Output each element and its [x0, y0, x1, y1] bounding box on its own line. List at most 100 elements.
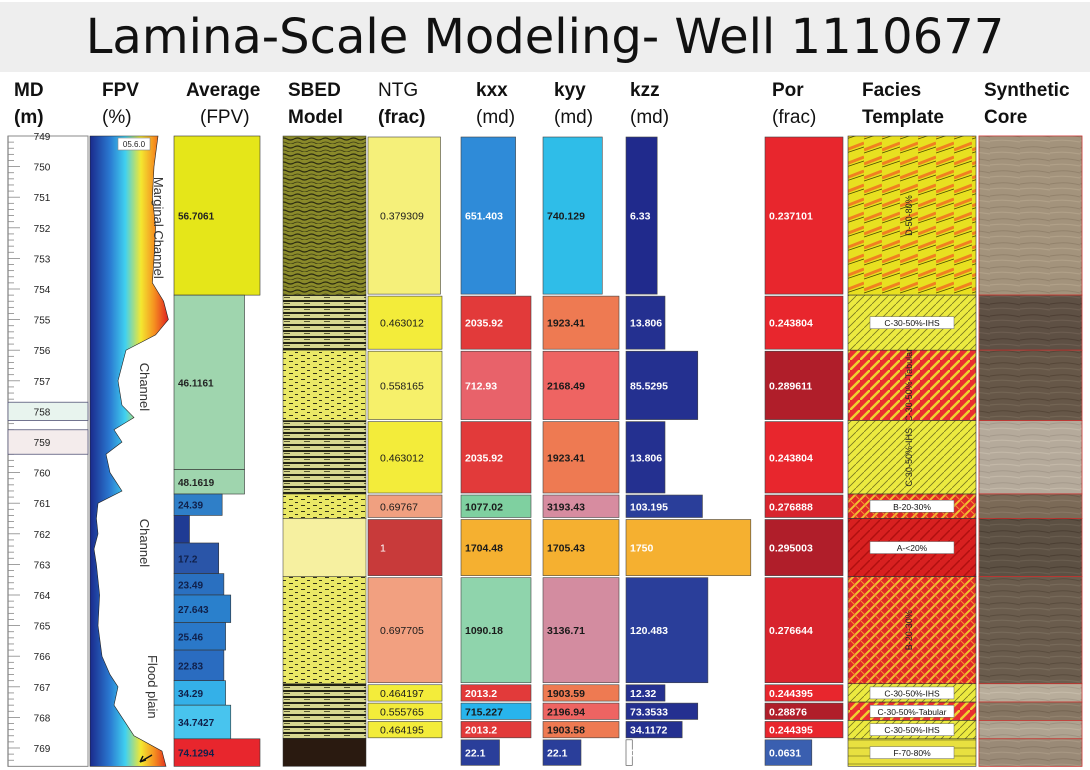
kxx-bar	[460, 739, 500, 766]
kxx-value-label: 2035.92	[465, 318, 503, 330]
kxx-value-label: 1704.48	[465, 543, 503, 555]
kxx-value-label: 651.403	[465, 211, 503, 223]
kxx-bar	[460, 721, 532, 739]
kxx-bar	[460, 577, 532, 684]
header-ntg: NTG (frac)	[378, 80, 426, 128]
facies-label: C-30-50%-IHS	[884, 318, 940, 328]
facies-label: A-<20%	[897, 543, 928, 553]
fpv-top-label-box	[117, 137, 151, 151]
kyy-bar	[542, 702, 620, 720]
facies-label: B-20-30%	[893, 502, 931, 512]
ntg-value-label: 0.464197	[380, 688, 424, 700]
average-fpv-bar	[173, 704, 232, 740]
facies-template-layer	[847, 349, 977, 421]
kzz-value-label: 13.806	[630, 452, 662, 464]
kyy-value-label: 1705.43	[547, 543, 585, 555]
facies-template-layer	[847, 135, 977, 296]
facies-label: C-30-50%-IHS	[904, 428, 914, 487]
por-bar	[764, 577, 844, 684]
synthetic-core-texture	[979, 136, 1082, 296]
kzz-value-label: 85.5295	[630, 380, 668, 392]
kxx-bar	[460, 519, 532, 576]
kxx-value-label: 2035.92	[465, 452, 503, 464]
kzz-value-label: 103.195	[630, 501, 668, 513]
facies-label-box	[869, 541, 955, 554]
kyy-bar	[542, 519, 620, 576]
depth-hatch-zone	[7, 429, 89, 455]
depth-tick-label: 763	[34, 560, 51, 571]
sbed-model-layer	[282, 576, 367, 684]
depth-tick-label: 758	[34, 407, 51, 418]
kzz-value-label: 120.483	[630, 625, 668, 637]
kyy-bar	[542, 721, 620, 739]
average-fpv-bar	[173, 515, 190, 544]
kxx-bar	[460, 684, 532, 702]
por-bar	[764, 136, 844, 295]
kxx-bar	[460, 421, 532, 494]
por-bar	[764, 721, 844, 739]
por-bar	[764, 739, 813, 766]
depth-tick-label: 754	[34, 285, 51, 296]
facies-label: C-30-50%-IHS	[884, 725, 940, 735]
ntg-value-label: 0.558165	[380, 380, 424, 392]
kyy-value-label: 1923.41	[547, 318, 585, 330]
average-fpv-label: 17.2	[178, 554, 198, 565]
header-por: Por (frac)	[772, 80, 817, 128]
depth-tick-label: 755	[34, 316, 51, 327]
kzz-value-label: 12.32	[630, 688, 656, 700]
kyy-bar	[542, 421, 620, 494]
average-fpv-label: 34.7427	[178, 718, 215, 729]
kzz-bar	[625, 519, 752, 576]
por-bar	[764, 350, 844, 420]
depth-tick-label: 764	[34, 591, 51, 602]
ntg-bar	[367, 702, 443, 720]
por-value-label: 0.237101	[769, 211, 813, 223]
kyy-bar	[542, 684, 620, 702]
average-fpv-label: 74.1294	[178, 749, 215, 760]
facies-label: C-30-50%-Tabular	[878, 707, 947, 717]
header-kxx: kxx (md)	[476, 80, 516, 128]
por-value-label: 0.244395	[769, 688, 813, 700]
depth-tick-label: 768	[34, 713, 51, 724]
por-value-label: 0.0631	[769, 748, 801, 760]
synthetic-core-texture	[979, 738, 1082, 767]
por-bar	[764, 295, 844, 350]
fpv-curve	[89, 135, 169, 767]
depth-tick-label: 751	[34, 193, 51, 204]
page-title: Lamina-Scale Modeling- Well 1110677	[0, 2, 1090, 72]
synthetic-core-texture	[979, 702, 1082, 721]
average-fpv-bar	[173, 738, 261, 767]
kxx-value-label: 712.93	[465, 380, 497, 392]
ntg-bar	[367, 519, 443, 576]
synthetic-core-texture	[979, 683, 1082, 703]
average-fpv-bar	[173, 594, 232, 623]
kxx-value-label: 715.227	[465, 706, 503, 718]
synthetic-core-texture	[979, 720, 1082, 739]
sbed-model-layer	[282, 294, 367, 351]
ntg-bar	[367, 577, 443, 684]
kxx-bar	[460, 350, 532, 420]
average-fpv-label: 24.39	[178, 501, 203, 512]
kxx-bar	[460, 702, 532, 720]
zone-label: Channel	[137, 363, 152, 412]
synthetic-core-texture	[979, 420, 1082, 495]
kzz-bar	[625, 350, 699, 420]
average-fpv-bar	[173, 493, 223, 516]
average-fpv-bar	[173, 135, 261, 296]
zone-label: Flood plain	[145, 655, 160, 719]
zone-label: Channel	[137, 519, 152, 568]
depth-hatch-zone	[7, 401, 89, 421]
facies-label: F-70-80%	[893, 748, 931, 758]
por-bar	[764, 519, 844, 576]
por-bar	[764, 494, 844, 518]
kyy-value-label: 1903.59	[547, 688, 585, 700]
depth-tick-label: 769	[34, 744, 51, 755]
sbed-model-layer	[282, 349, 367, 421]
sbed-model-layer	[282, 683, 367, 740]
depth-tick-label: 752	[34, 224, 51, 235]
average-fpv-label: 25.46	[178, 632, 203, 643]
por-value-label: 0.28876	[769, 706, 807, 718]
ntg-bar	[367, 295, 443, 350]
kzz-bar	[625, 577, 709, 684]
depth-tick-label: 753	[34, 254, 51, 265]
